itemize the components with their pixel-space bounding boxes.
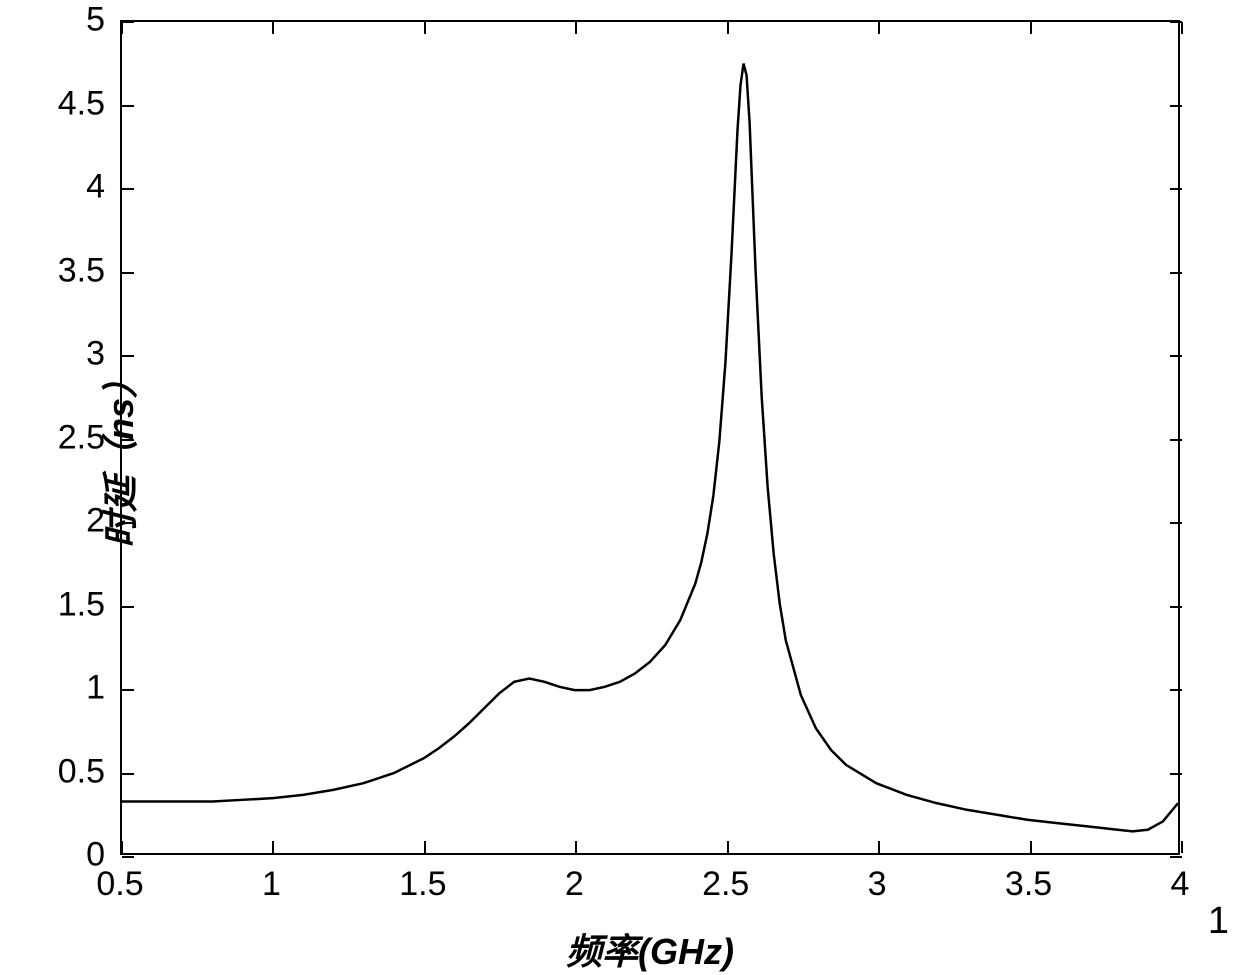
y-tick-right	[1170, 105, 1182, 107]
x-tick-top	[121, 22, 123, 34]
y-tick	[122, 105, 134, 107]
y-tick	[122, 355, 134, 357]
y-tick-label: 4.5	[25, 84, 105, 123]
y-tick	[122, 773, 134, 775]
y-tick-label: 2	[25, 502, 105, 541]
y-tick-right	[1170, 773, 1182, 775]
x-tick-label: 3.5	[1005, 865, 1052, 904]
y-tick-label: 2.5	[25, 418, 105, 457]
y-tick	[122, 606, 134, 608]
x-tick-label: 4	[1171, 865, 1190, 904]
x-tick	[727, 841, 729, 853]
y-tick	[122, 689, 134, 691]
y-tick-right	[1170, 355, 1182, 357]
x-tick-label: 2	[565, 865, 584, 904]
y-tick	[122, 188, 134, 190]
y-tick-label: 3	[25, 335, 105, 374]
y-tick-label: 1	[25, 669, 105, 708]
x-tick-top	[424, 22, 426, 34]
y-tick-label: 0.5	[25, 752, 105, 791]
y-tick-label: 4	[25, 168, 105, 207]
chart-container: 时延（ns） 频率(GHz) 00.511.522.533.544.550.51…	[120, 20, 1180, 890]
x-tick	[575, 841, 577, 853]
y-tick-right	[1170, 522, 1182, 524]
y-tick-label: 5	[25, 1, 105, 40]
y-tick-right	[1170, 689, 1182, 691]
x-tick-top	[272, 22, 274, 34]
x-tick	[878, 841, 880, 853]
x-tick	[424, 841, 426, 853]
x-axis-label: 频率(GHz)	[566, 923, 734, 975]
y-tick	[122, 856, 134, 858]
plot-area	[120, 20, 1180, 855]
x-tick-top	[727, 22, 729, 34]
line-curve	[122, 22, 1178, 853]
y-tick	[122, 21, 134, 23]
x-tick-label: 3	[868, 865, 887, 904]
y-tick-right	[1170, 606, 1182, 608]
x-tick-top	[1181, 22, 1183, 34]
x-tick-top	[1030, 22, 1032, 34]
x-tick	[272, 841, 274, 853]
y-tick-right	[1170, 439, 1182, 441]
y-tick-label: 3.5	[25, 251, 105, 290]
figure-number: 1	[1208, 900, 1229, 943]
x-tick-label: 1.5	[399, 865, 446, 904]
y-tick-label: 0	[25, 836, 105, 875]
x-tick-label: 2.5	[702, 865, 749, 904]
y-tick	[122, 272, 134, 274]
x-tick-top	[878, 22, 880, 34]
x-tick-label: 0.5	[96, 865, 143, 904]
x-tick	[1181, 841, 1183, 853]
x-tick-label: 1	[262, 865, 281, 904]
x-tick	[1030, 841, 1032, 853]
y-tick-label: 1.5	[25, 585, 105, 624]
y-tick-right	[1170, 272, 1182, 274]
y-tick-right	[1170, 188, 1182, 190]
x-tick-top	[575, 22, 577, 34]
x-tick	[121, 841, 123, 853]
y-tick-right	[1170, 856, 1182, 858]
